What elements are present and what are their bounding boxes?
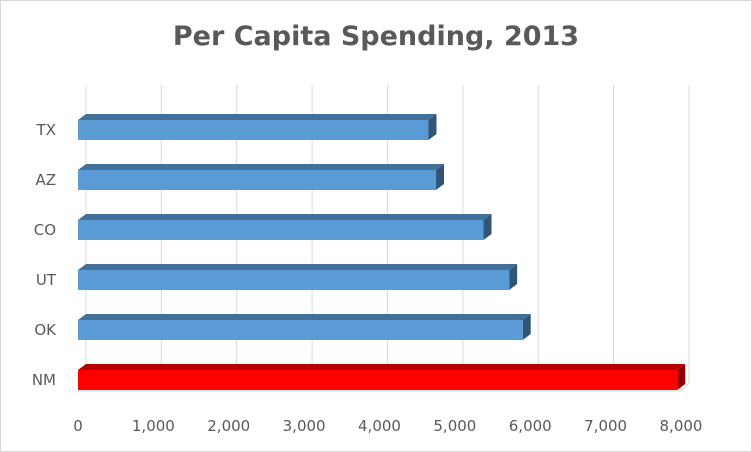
y-tick-label: CO — [34, 221, 56, 239]
bar-top-nm — [78, 364, 686, 370]
y-tick-label: TX — [36, 121, 56, 139]
bar-side-ut — [509, 264, 518, 290]
x-tick-label: 7,000 — [584, 417, 627, 435]
bar-top-co — [78, 214, 492, 220]
bar-az — [78, 170, 437, 190]
y-tick-label: AZ — [35, 171, 56, 189]
y-tick-label: OK — [34, 321, 57, 339]
bar-ut — [78, 270, 510, 290]
bar-side-az — [436, 164, 445, 190]
x-tick-label: 5,000 — [433, 417, 476, 435]
x-tick-label: 4,000 — [358, 417, 401, 435]
x-tick-label: 6,000 — [509, 417, 552, 435]
x-tick-label: 3,000 — [283, 417, 326, 435]
x-tick-label: 8,000 — [660, 417, 703, 435]
bar-side-nm — [677, 364, 686, 390]
bar-co — [78, 220, 484, 240]
x-tick-label: 2,000 — [207, 417, 250, 435]
gridline-floor — [680, 382, 690, 392]
chart-title: Per Capita Spending, 2013 — [172, 21, 580, 52]
x-tick-label: 1,000 — [132, 417, 175, 435]
y-tick-label: UT — [36, 271, 57, 289]
bar-side-co — [483, 214, 492, 240]
bar-top-az — [78, 164, 445, 170]
x-tick-label: 0 — [73, 417, 83, 435]
bar-ok — [78, 320, 523, 340]
bar-top-ut — [78, 264, 518, 270]
y-tick-label: NM — [32, 371, 56, 389]
bar-top-tx — [78, 114, 437, 120]
bar-tx — [78, 120, 429, 140]
bar-side-tx — [428, 114, 437, 140]
bar-top-ok — [78, 314, 531, 320]
bar-nm — [78, 370, 678, 390]
bar-side-ok — [522, 314, 531, 340]
